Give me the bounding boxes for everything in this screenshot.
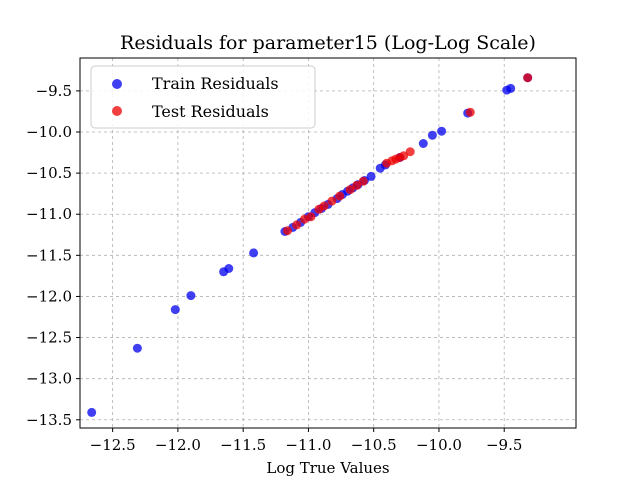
y-tick-label: −11.5 <box>26 246 72 264</box>
plot-frame <box>79 57 577 429</box>
legend-train-label: Train Residuals <box>152 74 279 93</box>
train-residuals-point <box>506 83 516 93</box>
test-residuals-point <box>523 73 533 83</box>
x-tick-label: −12.0 <box>155 436 201 454</box>
test-residuals-point <box>327 196 337 206</box>
test-residuals-point <box>319 201 329 211</box>
x-tick-label: −11.5 <box>220 436 266 454</box>
train-residuals-point <box>427 130 437 140</box>
y-tick-label: −12.0 <box>26 287 72 305</box>
chart-title: Residuals for parameter15 (Log-Log Scale… <box>120 32 536 54</box>
legend-box <box>90 65 316 129</box>
y-tick-label: −10.0 <box>26 123 72 141</box>
train-residuals-point <box>224 264 234 273</box>
test-residuals-point <box>358 176 368 186</box>
legend-train-marker <box>112 79 122 89</box>
legend: Train Residuals Test Residuals <box>90 65 316 129</box>
test-residuals-point <box>405 147 415 157</box>
y-tick-label: −12.5 <box>26 329 72 347</box>
x-tick-label: −9.5 <box>486 436 522 454</box>
y-tick-label: −9.5 <box>36 82 72 100</box>
test-residuals-point <box>352 180 362 190</box>
test-residuals-point <box>335 191 345 201</box>
x-axis-label: Log True Values <box>266 459 389 477</box>
train-residuals-point <box>366 171 376 181</box>
legend-test-marker <box>112 106 122 116</box>
train-residuals-point <box>418 139 428 148</box>
test-residuals-point <box>306 212 316 222</box>
train-residuals-point <box>186 291 196 301</box>
legend-test-label: Test Residuals <box>152 102 269 121</box>
train-residuals-point <box>170 305 180 315</box>
y-tick-label: −11.0 <box>26 205 72 223</box>
y-tick-label: −10.5 <box>26 164 72 182</box>
test-residuals-point <box>465 107 475 117</box>
data-points <box>87 73 533 417</box>
train-residuals-point <box>87 407 97 417</box>
y-tick-label: −13.5 <box>26 411 72 429</box>
x-tick-label: −11.0 <box>285 436 331 454</box>
test-residuals-point <box>283 226 292 236</box>
y-tick-label: −13.0 <box>26 370 72 388</box>
test-residuals-point <box>292 220 302 230</box>
x-tick-label: −12.5 <box>90 436 136 454</box>
train-residuals-point <box>437 126 447 136</box>
axes: −12.5 −12.0 −11.5 −11.0 −10.5 −10.0 −9.5 −9.5 −1… <box>26 82 522 454</box>
train-residuals-point <box>132 343 142 353</box>
x-tick-label: −10.0 <box>416 436 462 454</box>
train-residuals-point <box>249 248 259 258</box>
x-tick-label: −10.5 <box>351 436 397 454</box>
test-residuals-point <box>399 151 409 161</box>
test-residuals-point <box>345 185 355 195</box>
